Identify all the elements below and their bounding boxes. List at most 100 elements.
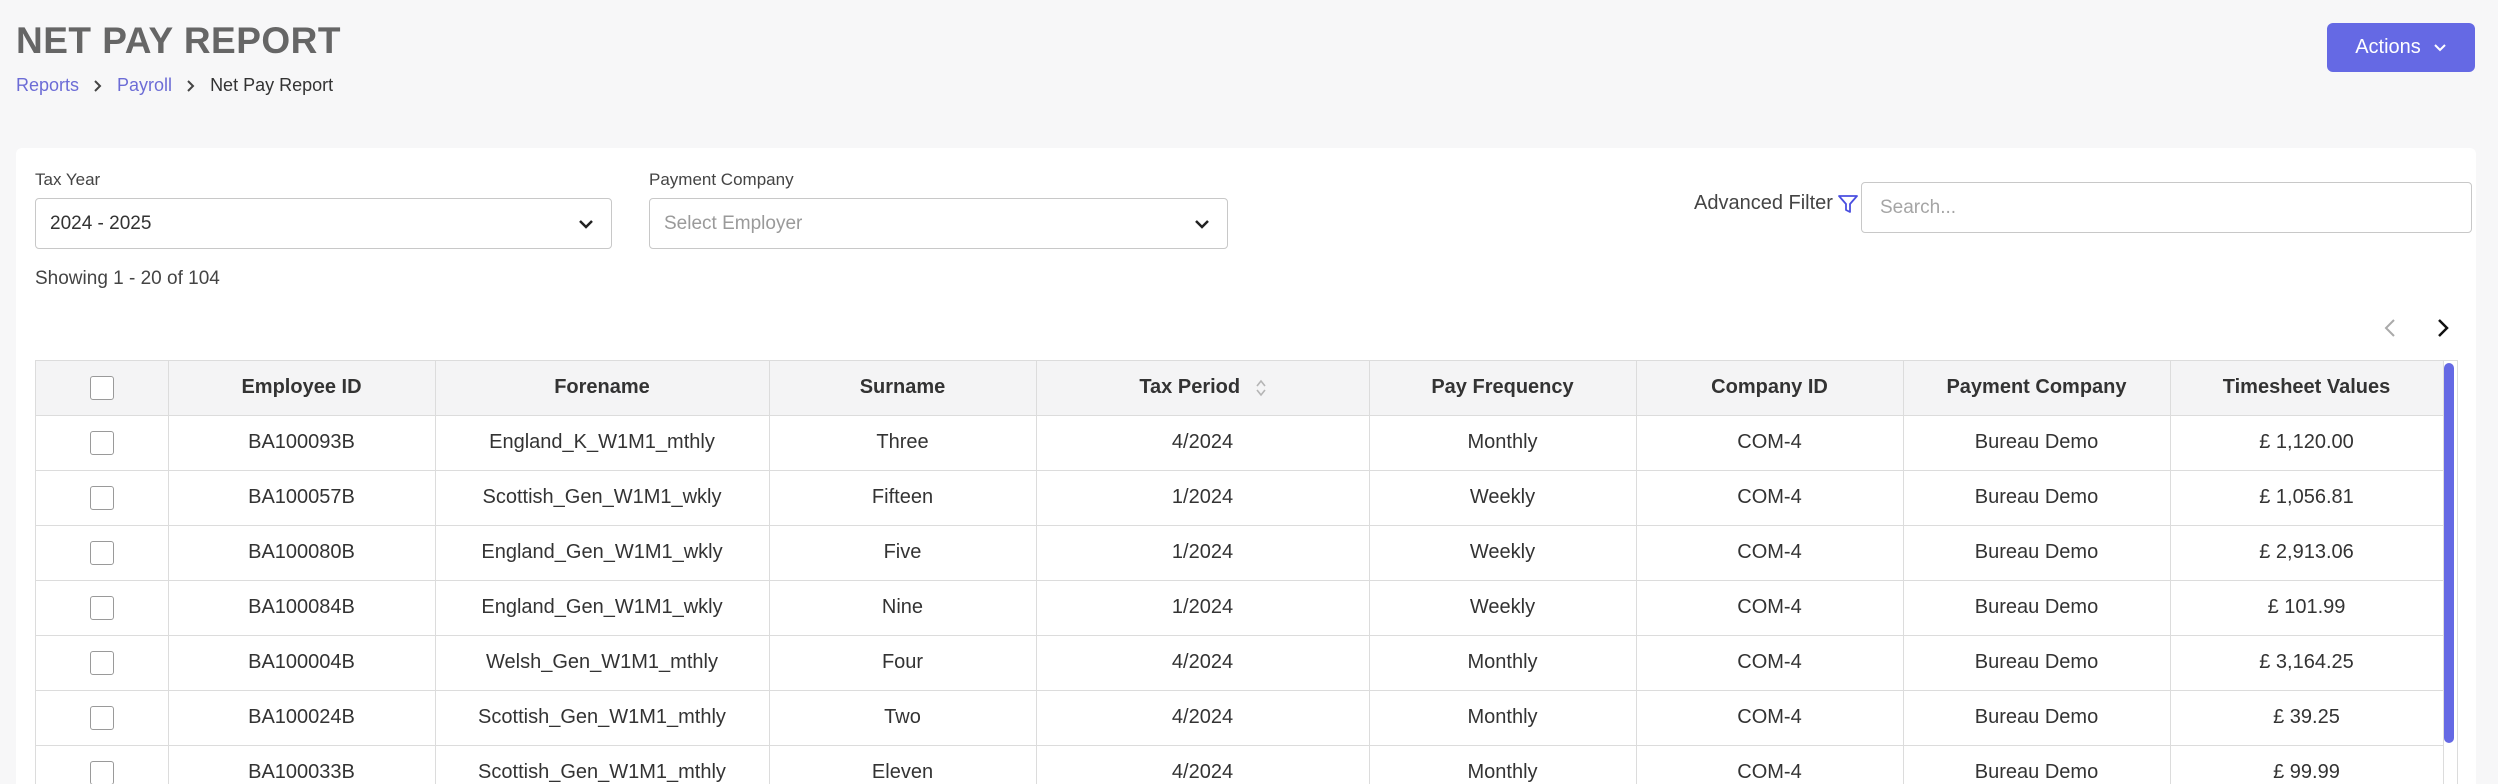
cell-timesheet-value: £ 99.99	[2170, 745, 2444, 784]
cell-surname: Three	[769, 415, 1037, 471]
chevron-down-icon	[2434, 43, 2446, 51]
cell-employee-id: BA100057B	[168, 470, 436, 526]
tax-year-value: 2024 - 2025	[50, 212, 152, 234]
column-header-timesheet-values[interactable]: Timesheet Values	[2170, 361, 2444, 416]
cell-surname: Five	[769, 525, 1037, 581]
cell-forename: England_K_W1M1_mthly	[435, 415, 770, 471]
payment-company-label: Payment Company	[649, 170, 794, 189]
cell-pay-frequency: Monthly	[1369, 745, 1637, 784]
row-checkbox[interactable]	[89, 705, 114, 730]
table-row[interactable]: BA100080B England_Gen_W1M1_wkly Five 1/2024…	[36, 525, 2444, 581]
tax-year-label: Tax Year	[35, 170, 101, 189]
cell-tax-period: 1/2024	[1036, 470, 1370, 526]
cell-timesheet-value: £ 39.25	[2170, 690, 2444, 746]
cell-company-id: COM-4	[1636, 690, 1904, 746]
column-header-surname[interactable]: Surname	[769, 361, 1037, 416]
cell-surname: Four	[769, 635, 1037, 691]
cell-payment-company: Bureau Demo	[1903, 470, 2171, 526]
table-row[interactable]: BA100084B England_Gen_W1M1_wkly Nine 1/2024…	[36, 580, 2444, 636]
cell-surname: Nine	[769, 580, 1037, 636]
table-row[interactable]: BA100033B Scottish_Gen_W1M1_mthly Eleven 4/…	[36, 745, 2444, 784]
cell-pay-frequency: Weekly	[1369, 580, 1637, 636]
advanced-filter-label: Advanced Filter	[1694, 192, 1833, 214]
cell-forename: England_Gen_W1M1_wkly	[435, 580, 770, 636]
cell-surname: Eleven	[769, 745, 1037, 784]
cell-forename: Welsh_Gen_W1M1_mthly	[435, 635, 770, 691]
cell-company-id: COM-4	[1636, 580, 1904, 636]
next-page-button[interactable]	[2429, 314, 2457, 342]
cell-tax-period: 4/2024	[1036, 745, 1370, 784]
row-checkbox[interactable]	[89, 595, 114, 620]
column-header-tax-period-label: Tax Period	[1139, 376, 1241, 399]
cell-timesheet-value: £ 1,120.00	[2170, 415, 2444, 471]
cell-pay-frequency: Monthly	[1369, 690, 1637, 746]
cell-employee-id: BA100084B	[168, 580, 436, 636]
cell-employee-id: BA100093B	[168, 415, 436, 471]
net-pay-table: Employee ID Forename Surname Tax Period …	[35, 360, 2458, 784]
cell-payment-company: Bureau Demo	[1903, 415, 2171, 471]
row-checkbox[interactable]	[89, 485, 114, 510]
table-row[interactable]: BA100024B Scottish_Gen_W1M1_mthly Two 4/202…	[36, 690, 2444, 746]
cell-timesheet-value: £ 1,056.81	[2170, 470, 2444, 526]
row-checkbox[interactable]	[89, 760, 114, 784]
table-row[interactable]: BA100057B Scottish_Gen_W1M1_wkly Fifteen 1/…	[36, 470, 2444, 526]
page-title: NET PAY REPORT	[16, 20, 342, 61]
cell-employee-id: BA100024B	[168, 690, 436, 746]
chevron-left-icon	[2384, 319, 2395, 337]
row-select-cell	[36, 745, 169, 784]
cell-payment-company: Bureau Demo	[1903, 635, 2171, 691]
tax-year-select[interactable]: 2024 - 2025	[35, 198, 612, 249]
previous-page-button[interactable]	[2376, 314, 2404, 342]
actions-button[interactable]: Actions	[2327, 23, 2475, 72]
chevron-right-icon	[186, 77, 196, 95]
search-input[interactable]	[1861, 182, 2472, 233]
cell-timesheet-value: £ 3,164.25	[2170, 635, 2444, 691]
cell-employee-id: BA100004B	[168, 635, 436, 691]
select-all-checkbox[interactable]	[89, 375, 114, 400]
cell-timesheet-value: £ 101.99	[2170, 580, 2444, 636]
cell-pay-frequency: Monthly	[1369, 415, 1637, 471]
cell-company-id: COM-4	[1636, 635, 1904, 691]
column-header-tax-period[interactable]: Tax Period	[1036, 361, 1370, 416]
row-checkbox[interactable]	[89, 540, 114, 565]
cell-surname: Fifteen	[769, 470, 1037, 526]
cell-employee-id: BA100033B	[168, 745, 436, 784]
column-header-pay-frequency[interactable]: Pay Frequency	[1369, 361, 1637, 416]
cell-forename: England_Gen_W1M1_wkly	[435, 525, 770, 581]
advanced-filter-button[interactable]: Advanced Filter	[1694, 192, 1859, 215]
cell-company-id: COM-4	[1636, 525, 1904, 581]
cell-tax-period: 4/2024	[1036, 690, 1370, 746]
row-select-cell	[36, 415, 169, 471]
sort-icon	[1256, 379, 1266, 397]
cell-payment-company: Bureau Demo	[1903, 580, 2171, 636]
cell-tax-period: 1/2024	[1036, 525, 1370, 581]
report-card: Tax Year 2024 - 2025 Payment Company Sel…	[16, 148, 2476, 784]
column-header-forename[interactable]: Forename	[435, 361, 770, 416]
cell-pay-frequency: Weekly	[1369, 525, 1637, 581]
table-scrollbar[interactable]	[2444, 363, 2454, 743]
cell-forename: Scottish_Gen_W1M1_wkly	[435, 470, 770, 526]
payment-company-select[interactable]: Select Employer	[649, 198, 1228, 249]
chevron-right-icon	[2438, 319, 2449, 337]
row-checkbox[interactable]	[89, 650, 114, 675]
row-select-cell	[36, 470, 169, 526]
table-header-row: Employee ID Forename Surname Tax Period …	[36, 361, 2444, 416]
breadcrumb-payroll-link[interactable]: Payroll	[117, 75, 173, 95]
table-row[interactable]: BA100093B England_K_W1M1_mthly Three 4/2024…	[36, 415, 2444, 471]
cell-payment-company: Bureau Demo	[1903, 525, 2171, 581]
table-row[interactable]: BA100004B Welsh_Gen_W1M1_mthly Four 4/2024 M…	[36, 635, 2444, 691]
cell-company-id: COM-4	[1636, 745, 1904, 784]
column-header-employee-id[interactable]: Employee ID	[168, 361, 436, 416]
column-header-company-id[interactable]: Company ID	[1636, 361, 1904, 416]
row-select-cell	[36, 580, 169, 636]
breadcrumb-reports-link[interactable]: Reports	[16, 75, 80, 95]
breadcrumb-current: Net Pay Report	[210, 75, 334, 95]
cell-tax-period: 1/2024	[1036, 580, 1370, 636]
row-select-cell	[36, 525, 169, 581]
column-header-payment-company[interactable]: Payment Company	[1903, 361, 2171, 416]
cell-employee-id: BA100080B	[168, 525, 436, 581]
filter-icon	[1838, 194, 1858, 213]
select-all-cell	[36, 361, 169, 416]
cell-surname: Two	[769, 690, 1037, 746]
row-checkbox[interactable]	[89, 430, 114, 455]
